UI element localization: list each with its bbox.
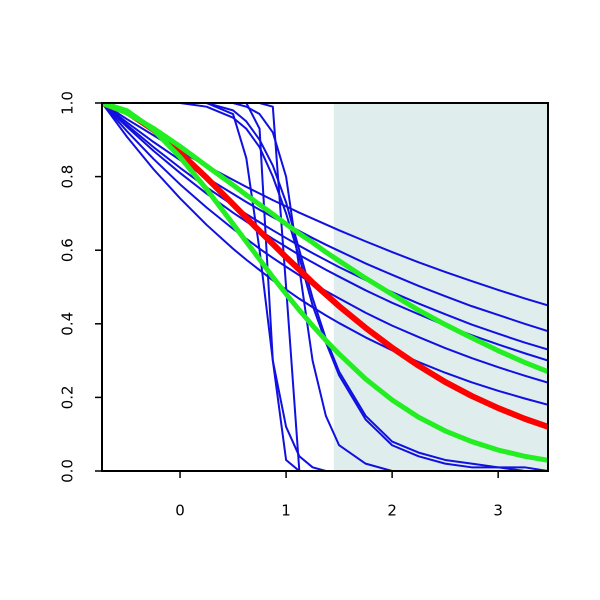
curve	[102, 103, 548, 374]
curve	[102, 103, 548, 471]
y-tick-label: 0.0	[59, 459, 77, 483]
y-tick-label: 0.6	[59, 238, 77, 262]
y-tick-label: 1.0	[59, 91, 77, 115]
x-tick-label: 1	[281, 502, 291, 520]
shaded-region	[333, 103, 548, 471]
x-tick-label: 3	[493, 502, 503, 520]
y-tick-label: 0.2	[59, 385, 77, 409]
plot-frame	[101, 102, 549, 472]
curve	[102, 103, 548, 430]
x-tick-label: 2	[387, 502, 397, 520]
curve	[102, 103, 548, 463]
curve	[102, 103, 548, 406]
x-tick-label: 0	[175, 502, 185, 520]
curve	[102, 103, 548, 351]
y-tick-label: 0.4	[59, 312, 77, 336]
plot-area	[102, 103, 548, 471]
y-tick-label: 0.8	[59, 165, 77, 189]
curve	[102, 103, 548, 471]
